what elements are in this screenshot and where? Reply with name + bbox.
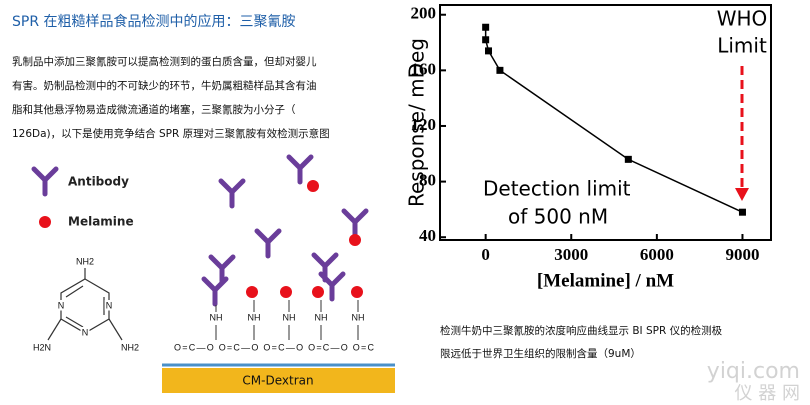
paragraph-line: 乳制品中添加三聚氰胺可以提高检测到的蛋白质含量，但却对婴儿 [12, 55, 317, 68]
x-tick-label: 0 [481, 245, 490, 264]
antibody-icon [34, 169, 56, 194]
free-antibodies [204, 157, 366, 304]
data-point [738, 208, 746, 216]
melamine-icon [39, 216, 51, 228]
linker-bonds [215, 300, 359, 340]
linker-label: NH [283, 312, 296, 322]
linker-label: NH [315, 312, 328, 322]
layer-label: CM-Dextran [242, 374, 313, 388]
x-tick-label: 6000 [640, 245, 674, 264]
ring-n: N [106, 300, 113, 310]
watermark: 仪 器 网 [735, 383, 800, 404]
linker-label: NH [210, 312, 223, 322]
ring-n: N [58, 300, 65, 310]
who-arrowhead [735, 188, 749, 201]
title: SPR 在粗糙样品食品检测中的应用：三聚氰胺 [12, 13, 296, 30]
linker-label: NH [352, 312, 365, 322]
paragraph-line: 有害。奶制品检测中的不可缺少的环节，牛奶属粗糙样品其含有油 [12, 79, 317, 92]
caption-line: 检测牛奶中三聚氰胺的浓度响应曲线显示 BI SPR 仪的检测极 [440, 324, 723, 337]
data-point [624, 155, 632, 163]
y-tick-label: 40 [419, 226, 436, 245]
data-point [485, 47, 493, 55]
amine-label: NH2 [76, 256, 94, 266]
watermark: yiqi.com [707, 359, 800, 384]
paragraph-line: 126Da)，以下是使用竞争结合 SPR 原理对三聚氰胺有效检测示意图 [12, 127, 330, 140]
y-tick-label: 160 [411, 59, 437, 78]
annotation: Detection limit [483, 177, 631, 201]
y-axis-label: Response/ mDeg [405, 38, 429, 207]
y-tick-label: 120 [411, 115, 437, 134]
linker-label: NH [248, 312, 261, 322]
caption-line: 限远低于世界卫生组织的限制含量（9uM） [440, 347, 641, 360]
dextran-layer [162, 368, 395, 393]
amine-label: H2N [33, 342, 51, 352]
y-tick-label: 200 [411, 4, 437, 23]
ester-row: O=C—O O=C—O O=C—O O=C—O O=C [174, 342, 375, 352]
x-tick-label: 9000 [725, 245, 759, 264]
legend-label: Melamine [68, 215, 134, 229]
y-tick-label: 80 [419, 171, 436, 190]
legend-label: Antibody [68, 175, 129, 189]
x-axis-label: [Melamine] / nM [537, 270, 674, 291]
paragraph-line: 脂和其他悬浮物易造成微流通道的堵塞，三聚氰胺为小分子（ [12, 103, 296, 116]
melamine-structure [47, 268, 123, 341]
amine-label: NH2 [121, 342, 139, 352]
ring-n: N [82, 327, 89, 337]
data-point [496, 66, 504, 74]
annotation: of 500 nM [508, 205, 608, 229]
annotation: Limit [717, 34, 767, 58]
annotation: WHO [717, 7, 768, 31]
data-point [482, 23, 490, 31]
plot-frame [439, 4, 772, 241]
chart: 40 80 120 160 200 0 3000 6000 9000 [Melamine] / n… [405, 4, 772, 291]
data-point [482, 36, 490, 44]
x-tick-label: 3000 [554, 245, 588, 264]
